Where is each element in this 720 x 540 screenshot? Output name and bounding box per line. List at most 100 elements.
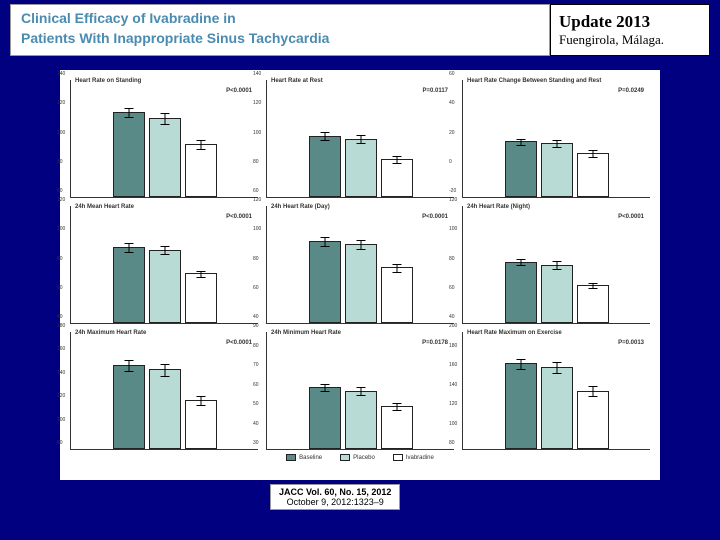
y-tick: 120 <box>449 401 457 407</box>
bar <box>309 387 341 449</box>
bar <box>309 241 341 323</box>
bar <box>505 363 537 449</box>
y-tick: 100 <box>57 130 65 136</box>
y-tick: 100 <box>449 421 457 427</box>
y-tick: 60 <box>253 382 259 388</box>
y-tick: 140 <box>57 71 65 77</box>
bars-container <box>267 332 454 449</box>
y-tick: 160 <box>57 346 65 352</box>
y-tick: 80 <box>253 159 259 165</box>
error-bar <box>520 359 521 370</box>
y-tick: 80 <box>449 440 455 446</box>
y-tick: 70 <box>253 362 259 368</box>
y-tick: 80 <box>57 256 63 262</box>
chart-panel: 24h Maximum Heart RateP<0.00018010012014… <box>70 332 258 450</box>
y-tick: 100 <box>253 226 261 232</box>
error-bar <box>520 139 521 146</box>
error-bar <box>164 364 165 376</box>
bar <box>381 406 413 449</box>
error-bar <box>324 237 325 247</box>
legend-label-baseline: Baseline <box>299 455 322 461</box>
error-bar <box>360 135 361 145</box>
y-tick: 50 <box>253 401 259 407</box>
bar <box>149 118 181 197</box>
chart-panel: 24h Minimum Heart RateP=0.01783040506070… <box>266 332 454 450</box>
citation-line-2: October 9, 2012:1323–9 <box>279 497 391 507</box>
y-tick: 120 <box>253 100 261 106</box>
y-tick: 60 <box>253 285 259 291</box>
y-tick: 140 <box>449 382 457 388</box>
error-bar <box>592 150 593 157</box>
error-bar <box>556 261 557 269</box>
y-tick: 120 <box>57 197 65 203</box>
y-tick: 0 <box>449 159 452 165</box>
legend-label-ivabradine: Ivabradine <box>406 455 434 461</box>
bar <box>505 141 537 197</box>
y-tick: 40 <box>449 314 455 320</box>
y-tick: 20 <box>449 130 455 136</box>
swatch-ivabradine <box>393 454 403 461</box>
chart-panel: Heart Rate Change Between Standing and R… <box>462 80 650 198</box>
y-tick: 60 <box>57 188 63 194</box>
y-tick: 120 <box>57 393 65 399</box>
chart-panel: Heart Rate on StandingP<0.00016080100120… <box>70 80 258 198</box>
y-tick: 140 <box>253 71 261 77</box>
error-bar <box>556 362 557 374</box>
legend-label-placebo: Placebo <box>353 455 375 461</box>
header: Clinical Efficacy of Ivabradine in Patie… <box>10 4 710 56</box>
y-tick: 80 <box>253 343 259 349</box>
bars-container <box>71 332 258 449</box>
y-tick: 80 <box>57 159 63 165</box>
title-line-1: Clinical Efficacy of Ivabradine in <box>21 9 539 29</box>
bar <box>113 365 145 449</box>
bar <box>113 112 145 197</box>
error-bar <box>200 140 201 150</box>
error-bar <box>324 132 325 141</box>
legend-item-placebo: Placebo <box>340 454 375 461</box>
swatch-baseline <box>286 454 296 461</box>
y-tick: 60 <box>449 71 455 77</box>
bars-container <box>71 206 258 323</box>
bars-container <box>463 206 650 323</box>
error-bar <box>128 108 129 118</box>
y-tick: 40 <box>449 100 455 106</box>
title-line-2: Patients With Inappropriate Sinus Tachyc… <box>21 29 539 49</box>
bar <box>541 143 573 197</box>
y-tick: 80 <box>253 256 259 262</box>
chart-panel: 24h Heart Rate (Night)P<0.00014060801001… <box>462 206 650 324</box>
y-tick: 60 <box>253 188 259 194</box>
error-bar <box>200 396 201 405</box>
update-block: Update 2013 Fuengirola, Málaga. <box>550 4 710 56</box>
y-tick: 40 <box>253 421 259 427</box>
citation: JACC Vol. 60, No. 15, 2012 October 9, 20… <box>270 484 400 510</box>
error-bar <box>324 384 325 392</box>
chart-panel: 24h Mean Heart RateP<0.0001406080100120 <box>70 206 258 324</box>
citation-line-1: JACC Vol. 60, No. 15, 2012 <box>279 487 391 497</box>
bar <box>381 159 413 197</box>
y-tick: 100 <box>57 226 65 232</box>
bar <box>185 400 217 449</box>
bars-container <box>267 80 454 197</box>
chart-grid-area: Heart Rate on StandingP<0.00016080100120… <box>60 70 660 480</box>
bar <box>149 369 181 449</box>
bar <box>149 250 181 323</box>
swatch-placebo <box>340 454 350 461</box>
y-tick: 200 <box>449 323 457 329</box>
y-tick: 100 <box>57 417 65 423</box>
y-tick: 100 <box>253 130 261 136</box>
bar <box>577 391 609 450</box>
error-bar <box>164 113 165 125</box>
bar <box>541 367 573 449</box>
title-block: Clinical Efficacy of Ivabradine in Patie… <box>10 4 550 56</box>
y-tick: 180 <box>57 323 65 329</box>
chart-panel: 24h Heart Rate (Day)P<0.0001406080100120 <box>266 206 454 324</box>
error-bar <box>360 387 361 396</box>
bar <box>113 247 145 323</box>
y-tick: 120 <box>253 197 261 203</box>
y-tick: 40 <box>57 314 63 320</box>
chart-panel: Heart Rate at RestP=0.01176080100120140 <box>266 80 454 198</box>
y-tick: 80 <box>449 256 455 262</box>
bars-container <box>463 80 650 197</box>
error-bar <box>360 240 361 250</box>
error-bar <box>520 259 521 266</box>
